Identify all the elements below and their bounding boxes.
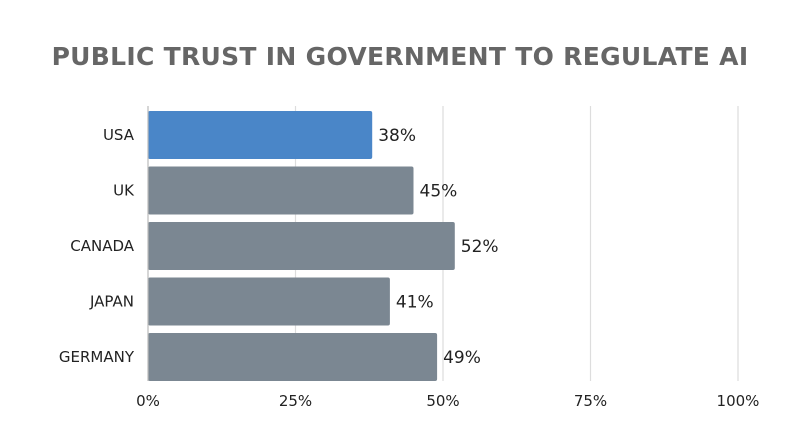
bar-canada (148, 222, 455, 270)
x-tick-label: 50% (426, 392, 459, 410)
x-tick-label: 25% (279, 392, 312, 410)
data-label: 45% (420, 182, 458, 202)
bar-uk (148, 166, 414, 215)
data-label: 49% (443, 348, 481, 368)
x-tick-label: 75% (574, 392, 607, 410)
bar-usa (148, 111, 373, 159)
x-tick-label: 0% (136, 392, 160, 410)
bar-japan (148, 277, 390, 326)
category-label: USA (103, 126, 135, 144)
data-label: 41% (396, 293, 434, 313)
x-tick-label: 100% (717, 392, 760, 410)
category-label: CANADA (70, 237, 135, 255)
category-label: GERMANY (59, 348, 135, 366)
category-label: JAPAN (89, 293, 134, 311)
category-label: UK (113, 182, 135, 200)
bar-germany (148, 333, 438, 381)
chart-title: PUBLIC TRUST IN GOVERNMENT TO REGULATE A… (51, 42, 749, 71)
data-label: 38% (378, 126, 416, 146)
data-label: 52% (461, 237, 499, 257)
